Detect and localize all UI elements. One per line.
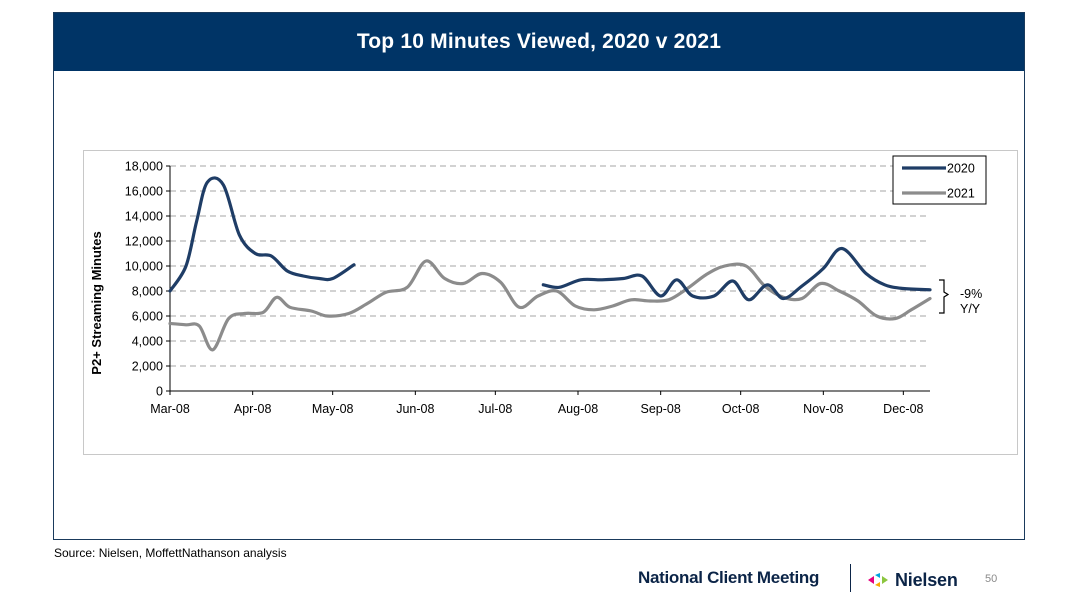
y-tick-label: 14,000 [125,210,163,224]
y-tick-label: 18,000 [125,160,163,174]
x-tick-label: Dec-08 [883,402,923,416]
page-number: 50 [985,573,998,585]
x-tick-label: Jul-08 [478,402,512,416]
series-line-2021-segment-1 [168,259,932,352]
x-tick-label: Nov-08 [803,402,843,416]
nielsen-logo: Nielsen [868,568,958,592]
annotation-bracket [939,279,950,314]
y-tick-label: 0 [156,385,163,399]
legend-label-2021: 2021 [947,187,975,201]
x-tick-label: Mar-08 [150,402,190,416]
y-tick-label: 4,000 [132,335,163,349]
yy-annotation: -9% Y/Y [939,279,982,316]
y-tick-label: 6,000 [132,310,163,324]
grid-lines [170,165,930,367]
line-chart: 0 2,000 4,000 6,000 8,000 10,000 12,000 14,000 1… [89,155,987,416]
chart-panel: 0 2,000 4,000 6,000 8,000 10,000 12,000 14,000 1… [83,150,1018,455]
y-axis: 0 2,000 4,000 6,000 8,000 10,000 12,000 14,000 1… [125,160,171,399]
x-tick-label: Apr-08 [234,402,272,416]
slide-title: Top 10 Minutes Viewed, 2020 v 2021 [356,30,722,53]
y-tick-label: 2,000 [132,360,163,374]
legend-label-2020: 2020 [947,162,975,176]
source-note: Source: Nielsen, MoffettNathanson analys… [54,546,287,560]
x-tick-label: Oct-08 [722,402,760,416]
event-name: National Client Meeting [638,568,820,587]
annotation-text-line2: Y/Y [960,302,981,316]
x-axis: Mar-08 Apr-08 May-08 Jun-08 Jul-08 Aug-08 Sep-… [150,390,930,416]
x-tick-label: Sep-08 [641,402,681,416]
legend-box [892,155,987,205]
nielsen-logo-icon [868,573,888,587]
x-tick-label: Jun-08 [396,402,434,416]
y-axis-label: P2+ Streaming Minutes [89,231,104,374]
footer: National Client Meeting Nielsen 50 [600,562,1060,596]
brand-name: Nielsen [895,569,958,590]
series-line-2020-segment-1 [168,176,356,293]
series-lines [168,176,932,352]
title-bar: Top 10 Minutes Viewed, 2020 v 2021 [54,13,1024,71]
y-tick-label: 16,000 [125,185,163,199]
footer-divider [850,564,851,592]
series-line-2020-segment-2 [541,246,932,302]
x-tick-label: Aug-08 [558,402,598,416]
y-tick-label: 8,000 [132,285,163,299]
y-tick-label: 12,000 [125,235,163,249]
legend: 2020 2021 [892,155,987,205]
y-tick-label: 10,000 [125,260,163,274]
annotation-text-line1: -9% [960,287,982,301]
x-tick-label: May-08 [312,402,354,416]
